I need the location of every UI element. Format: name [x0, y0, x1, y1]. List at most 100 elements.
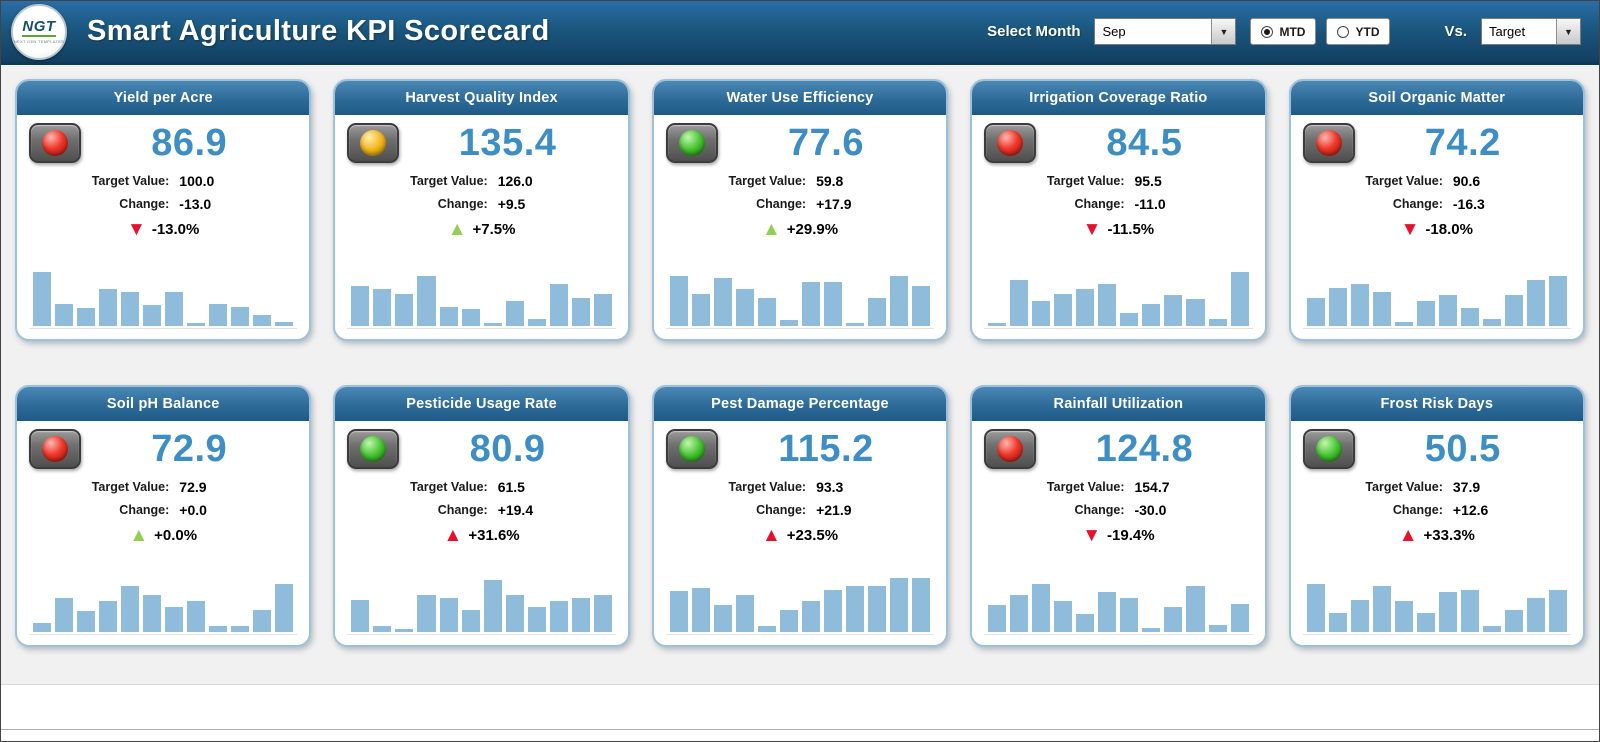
- kpi-card-body: 74.2 Target Value: 90.6 Change: -16.3 ▼ …: [1291, 115, 1583, 339]
- chevron-down-icon[interactable]: ▼: [1556, 19, 1580, 44]
- spark-bar: [846, 323, 865, 326]
- trend-arrow-icon: ▲: [443, 524, 463, 546]
- trend-arrow-icon: ▲: [761, 218, 781, 240]
- spark-bar: [77, 611, 96, 632]
- target-value-label: Target Value:: [1365, 174, 1443, 188]
- ngt-logo: NGT NEXT GEN TEMPLATES: [11, 3, 67, 60]
- spark-bar: [549, 601, 568, 632]
- spark-bar: [1076, 614, 1095, 632]
- spark-bar: [1416, 301, 1435, 326]
- kpi-current-value: 135.4: [458, 122, 557, 164]
- kpi-card-title: Pest Damage Percentage: [711, 396, 889, 412]
- traffic-light-icon: [665, 123, 718, 163]
- status-lamp-icon: [360, 130, 387, 156]
- spark-bar: [527, 607, 546, 632]
- kpi-card-header: Frost Risk Days: [1290, 387, 1583, 421]
- spark-bar: [1372, 585, 1391, 632]
- target-value-label: Target Value:: [728, 480, 807, 494]
- month-dropdown[interactable]: Sep ▼: [1094, 18, 1237, 45]
- spark-bar: [99, 289, 118, 326]
- vs-dropdown[interactable]: Target ▼: [1481, 18, 1581, 45]
- mtd-radio[interactable]: MTD: [1250, 18, 1317, 45]
- spark-bar: [890, 577, 909, 632]
- spark-bar: [691, 293, 710, 326]
- spark-bar: [483, 580, 502, 632]
- page-title: Smart Agriculture KPI Scorecard: [87, 15, 550, 47]
- footer-area: [1, 685, 1599, 729]
- change-value: -13.0: [179, 196, 212, 212]
- kpi-card: Rainfall Utilization 124.8 Target Value:…: [970, 385, 1267, 647]
- kpi-card-body: 80.9 Target Value: 61.5 Change: +19.4 ▲ …: [335, 421, 627, 645]
- target-value-label: Target Value:: [728, 174, 807, 188]
- spark-bar: [275, 583, 294, 632]
- change-percent: +33.3%: [1423, 526, 1475, 544]
- spark-bar: [1230, 603, 1249, 632]
- kpi-card-body: 50.5 Target Value: 37.9 Change: +12.6 ▲ …: [1291, 421, 1583, 645]
- sparkline-chart: [665, 573, 935, 635]
- kpi-current-value: 80.9: [469, 428, 546, 470]
- spark-bar: [1120, 597, 1139, 632]
- ytd-radio[interactable]: YTD: [1326, 18, 1391, 45]
- kpi-card: Irrigation Coverage Ratio 84.5 Target Va…: [970, 79, 1267, 341]
- spark-bar: [868, 297, 887, 326]
- spark-bar: [1394, 322, 1413, 326]
- spark-bar: [1328, 613, 1347, 632]
- ytd-label: YTD: [1355, 24, 1380, 39]
- spark-bar: [571, 597, 590, 632]
- spark-bar: [505, 301, 524, 326]
- kpi-card-header: Harvest Quality Index: [335, 81, 628, 115]
- spark-bar: [1076, 289, 1095, 326]
- sparkline-chart: [29, 267, 298, 329]
- radio-selected-icon[interactable]: [1261, 25, 1274, 38]
- status-lamp-icon: [360, 436, 387, 462]
- kpi-card-header: Pest Damage Percentage: [653, 387, 947, 421]
- kpi-card-header: Pesticide Usage Rate: [335, 387, 628, 421]
- change-percent: -13.0%: [151, 220, 200, 238]
- target-value-label: Target Value:: [91, 480, 170, 494]
- kpi-current-value: 84.5: [1106, 122, 1183, 164]
- change-label: Change:: [437, 503, 488, 517]
- change-percent: -19.4%: [1107, 526, 1155, 544]
- spark-bar: [55, 597, 74, 632]
- spark-bar: [439, 597, 458, 632]
- trend-arrow-icon: ▼: [1082, 524, 1102, 546]
- spark-bar: [593, 293, 612, 326]
- kpi-current-value: 86.9: [151, 122, 228, 164]
- window-bottom-edge: [1, 729, 1599, 730]
- spark-bar: [1350, 599, 1369, 632]
- spark-bar: [1230, 271, 1249, 326]
- spark-bar: [1482, 318, 1501, 326]
- spark-bar: [801, 601, 821, 632]
- logo-subtext: NEXT GEN TEMPLATES: [13, 38, 65, 44]
- target-value: 59.8: [816, 173, 844, 189]
- trend-arrow-icon: ▲: [1398, 524, 1418, 546]
- traffic-light-icon: [29, 123, 81, 163]
- spark-bar: [33, 623, 52, 632]
- traffic-light-icon: [1302, 123, 1355, 163]
- chevron-down-icon[interactable]: ▼: [1211, 19, 1236, 44]
- change-label: Change:: [119, 503, 170, 517]
- spark-bar: [691, 587, 710, 632]
- spark-bar: [1504, 609, 1523, 632]
- change-label: Change:: [1074, 197, 1125, 211]
- spark-bar: [1208, 318, 1227, 326]
- spark-bar: [99, 601, 118, 632]
- sparkline-chart: [29, 573, 298, 635]
- spark-bar: [1186, 299, 1205, 326]
- spark-bar: [143, 595, 162, 632]
- trend-arrow-icon: ▲: [129, 524, 149, 546]
- spark-bar: [439, 307, 458, 326]
- spark-bar: [373, 626, 392, 632]
- sparkline-chart: [347, 573, 616, 635]
- kpi-card-body: 115.2 Target Value: 93.3 Change: +21.9 ▲…: [654, 421, 946, 645]
- target-value-label: Target Value:: [1046, 480, 1125, 494]
- spark-bar: [1098, 591, 1117, 632]
- spark-bar: [1372, 291, 1391, 326]
- spark-bar: [779, 609, 798, 632]
- radio-unselected-icon[interactable]: [1337, 25, 1350, 38]
- kpi-card-body: 86.9 Target Value: 100.0 Change: -13.0 ▼…: [17, 115, 309, 339]
- vs-dropdown-value: Target: [1489, 24, 1526, 39]
- spark-bar: [735, 595, 754, 632]
- spark-bar: [713, 605, 732, 632]
- kpi-grid: Yield per Acre 86.9 Target Value: 100.0 …: [15, 79, 1585, 647]
